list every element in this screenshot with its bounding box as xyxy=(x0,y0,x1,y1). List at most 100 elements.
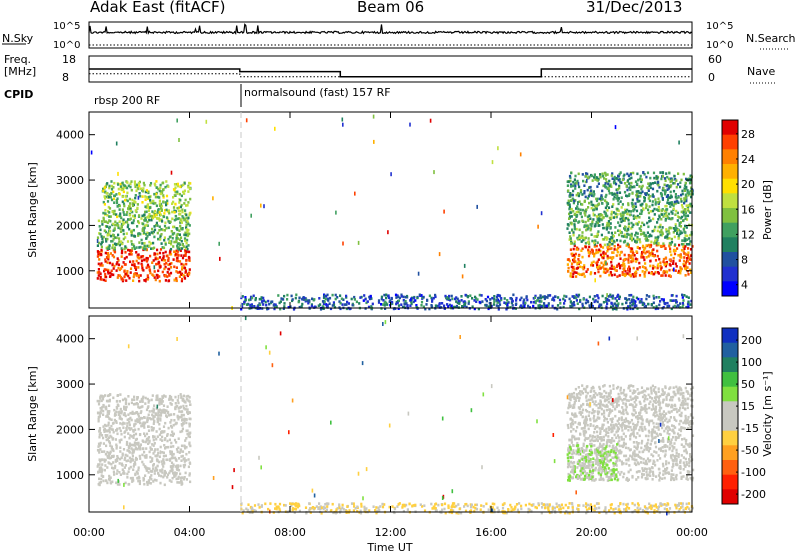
heatmap-cell xyxy=(400,303,402,306)
heatmap-cell xyxy=(177,447,179,450)
heatmap-cell xyxy=(626,213,628,216)
heatmap-cell xyxy=(267,300,269,303)
heatmap-cell xyxy=(667,432,669,435)
heatmap-cell xyxy=(659,171,661,174)
heatmap-cell xyxy=(643,266,645,269)
heatmap-cell xyxy=(155,196,157,199)
heatmap-cell xyxy=(125,195,127,198)
heatmap-cell xyxy=(166,476,168,479)
heatmap-cell xyxy=(543,302,545,305)
colorbar-swatch xyxy=(722,149,738,164)
heatmap-cell xyxy=(577,267,579,270)
heatmap-cell xyxy=(464,302,466,305)
heatmap-cell xyxy=(351,298,353,301)
heatmap-cell xyxy=(131,419,133,422)
heatmap-cell xyxy=(628,425,630,428)
heatmap-cell xyxy=(673,250,675,253)
heatmap-cell xyxy=(127,432,129,435)
heatmap-cell xyxy=(119,450,121,453)
heatmap-cell xyxy=(101,223,103,226)
heatmap-cell xyxy=(124,245,126,248)
heatmap-cell xyxy=(638,200,640,203)
heatmap-cell xyxy=(658,390,660,393)
heatmap-cell xyxy=(655,296,657,299)
heatmap-cell xyxy=(115,438,117,441)
heatmap-cell xyxy=(117,234,119,237)
heatmap-cell xyxy=(169,240,171,243)
heatmap-cell xyxy=(128,467,130,470)
heatmap-cell xyxy=(105,479,107,482)
heatmap-cell xyxy=(144,474,146,477)
heatmap-cell xyxy=(588,214,590,217)
heatmap-cell xyxy=(634,272,636,276)
heatmap-cell xyxy=(613,198,615,201)
heatmap-cell xyxy=(133,235,135,238)
heatmap-cell xyxy=(627,259,629,262)
heatmap-cell xyxy=(597,251,599,254)
heatmap-cell xyxy=(163,216,165,219)
heatmap-cell xyxy=(581,235,583,238)
heatmap-cell xyxy=(121,243,123,246)
heatmap-cell xyxy=(175,422,177,425)
heatmap-cell xyxy=(685,387,687,390)
heatmap-cell xyxy=(526,295,528,298)
heatmap-cell xyxy=(585,299,587,302)
heatmap-cell xyxy=(650,210,652,213)
heatmap-cell xyxy=(687,301,689,304)
heatmap-cell xyxy=(153,236,155,239)
heatmap-cell xyxy=(617,244,619,247)
noise-left-label: N.Sky xyxy=(2,32,34,45)
heatmap-cell xyxy=(448,295,450,298)
heatmap-cell xyxy=(159,200,161,203)
heatmap-cell xyxy=(656,221,658,224)
heatmap-cell xyxy=(571,229,573,232)
heatmap-cell xyxy=(572,444,574,447)
heatmap-cell xyxy=(354,298,356,301)
heatmap-cell xyxy=(614,274,616,277)
heatmap-cell xyxy=(669,205,671,208)
heatmap-cell xyxy=(647,182,649,185)
heatmap-cell xyxy=(595,400,597,403)
heatmap-cell xyxy=(605,215,607,218)
heatmap-cell xyxy=(633,185,635,188)
heatmap-cell xyxy=(657,255,659,258)
heatmap-cell xyxy=(164,437,166,440)
heatmap-cell xyxy=(152,242,154,245)
heatmap-cell xyxy=(107,200,109,203)
heatmap-cell xyxy=(99,225,101,228)
heatmap-cell xyxy=(642,185,644,188)
heatmap-cell xyxy=(116,429,118,432)
heatmap-cell xyxy=(683,173,685,176)
heatmap-cell xyxy=(173,413,175,416)
heatmap-cell xyxy=(175,237,177,240)
heatmap-cell xyxy=(642,171,644,174)
heatmap-cell xyxy=(164,411,166,414)
heatmap-cell xyxy=(141,259,143,262)
heatmap-cell xyxy=(630,274,632,277)
heatmap-cell xyxy=(614,226,616,229)
heatmap-cell xyxy=(106,466,108,469)
heatmap-cell xyxy=(145,278,147,282)
heatmap-cell xyxy=(683,456,685,459)
heatmap-cell xyxy=(162,396,164,399)
heatmap-cell xyxy=(685,186,687,189)
heatmap-cell xyxy=(497,146,499,150)
heatmap-cell xyxy=(259,304,261,307)
heatmap-cell xyxy=(219,257,221,261)
heatmap-cell xyxy=(183,266,185,269)
heatmap-cell xyxy=(686,238,688,241)
heatmap-cell xyxy=(683,468,685,471)
heatmap-cell xyxy=(146,211,148,214)
heatmap-cell xyxy=(118,264,120,267)
heatmap-cell xyxy=(632,303,634,306)
heatmap-cell xyxy=(134,214,136,217)
heatmap-cell xyxy=(601,234,603,237)
heatmap-cell xyxy=(149,184,151,187)
heatmap-cell xyxy=(608,185,610,188)
heatmap-cell xyxy=(572,269,574,272)
heatmap-cell xyxy=(678,453,680,456)
heatmap-cell xyxy=(608,206,610,209)
cpid-mode-1: rbsp 200 RF xyxy=(94,94,160,107)
heatmap-cell xyxy=(585,229,587,232)
heatmap-cell xyxy=(620,215,622,218)
